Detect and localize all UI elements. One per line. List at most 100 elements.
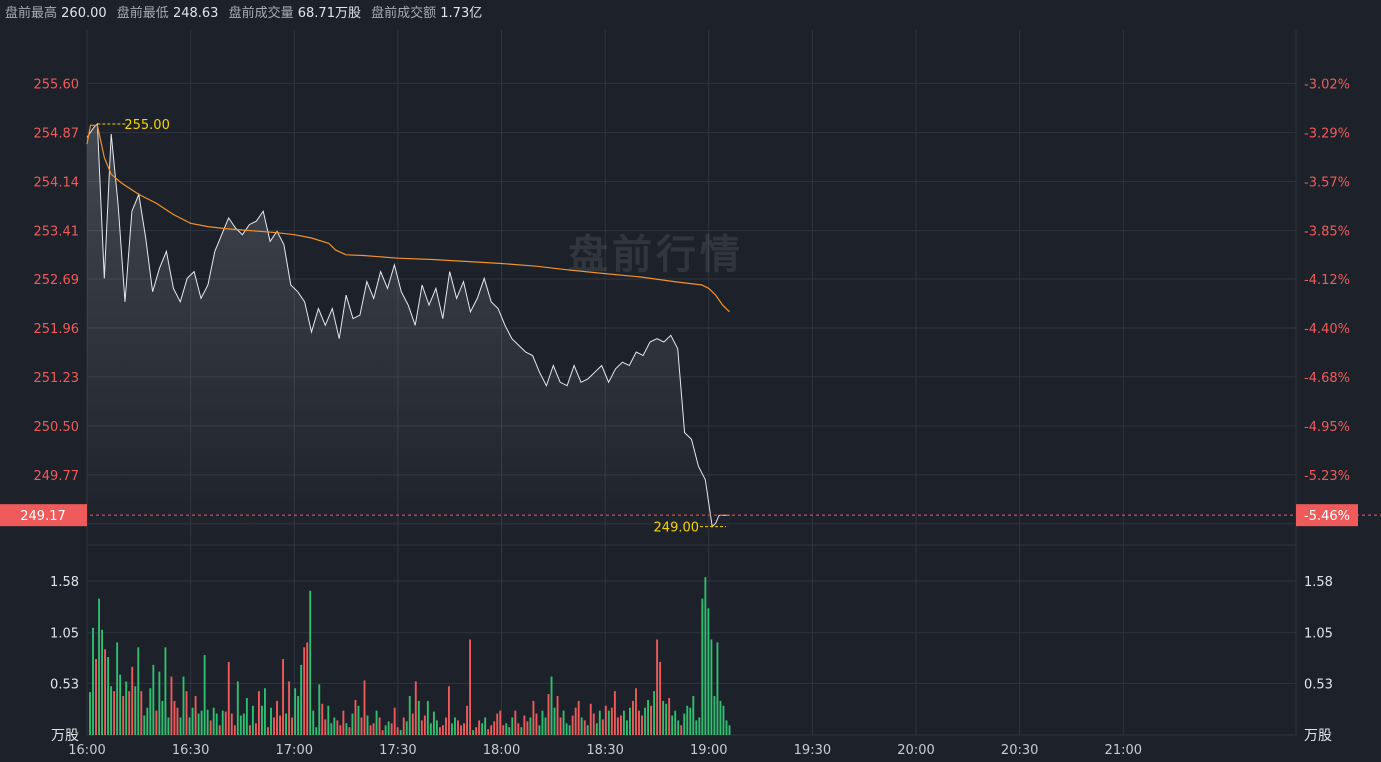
volume-bar xyxy=(369,725,372,735)
volume-bar xyxy=(662,700,665,735)
volume-bar xyxy=(565,723,568,735)
volume-bar xyxy=(348,727,351,735)
current-change-label: -5.46% xyxy=(1304,509,1350,524)
volume-bar xyxy=(619,715,622,735)
volume-bar xyxy=(529,717,532,735)
volume-bar xyxy=(490,725,493,735)
volume-bar xyxy=(535,713,538,735)
volume-bar xyxy=(309,590,312,735)
volume-bar xyxy=(613,691,616,735)
volume-bar xyxy=(248,725,251,735)
volume-bar xyxy=(680,725,683,735)
volume-bar xyxy=(291,717,294,735)
volume-bar xyxy=(321,703,324,735)
volume-value: 68.71万股 xyxy=(297,6,361,21)
volume-bar xyxy=(167,717,170,735)
volume-bar xyxy=(695,720,698,735)
volume-bar xyxy=(95,659,97,735)
volume-bar xyxy=(638,710,640,735)
volume-bar xyxy=(713,696,716,735)
time-tick-label: 19:00 xyxy=(690,743,727,758)
volume-bar xyxy=(692,696,695,735)
high-value: 260.00 xyxy=(61,6,107,21)
change-tick-label: -3.85% xyxy=(1304,225,1350,240)
volume-bar xyxy=(451,723,453,735)
volume-bar xyxy=(158,671,161,735)
volume-bar xyxy=(104,649,107,735)
volume-bar xyxy=(644,707,646,735)
volume-bar xyxy=(306,642,309,735)
volume-bar xyxy=(550,676,553,735)
volume-bar xyxy=(264,688,266,735)
volume-unit-label: 万股 xyxy=(51,728,79,744)
volume-bar xyxy=(393,707,396,735)
volume-bar xyxy=(218,725,221,735)
volume-bar xyxy=(212,707,215,735)
volume-bar xyxy=(493,721,496,735)
volume-bar xyxy=(607,710,610,735)
volume-bar xyxy=(387,721,390,735)
volume-bar xyxy=(200,710,203,735)
volume-bar xyxy=(128,691,131,735)
volume-bar xyxy=(354,699,357,735)
volume-bar xyxy=(478,720,481,735)
volume-bar xyxy=(616,717,619,735)
price-tick-label: 252.69 xyxy=(34,273,80,288)
change-tick-label: -3.57% xyxy=(1304,176,1350,191)
volume-bar xyxy=(345,723,348,735)
volume-bar xyxy=(405,721,408,735)
price-tick-label: 251.23 xyxy=(34,371,80,386)
volume-bar xyxy=(276,700,278,735)
volume-bar xyxy=(668,697,671,735)
price-tick-label: 251.96 xyxy=(34,322,80,337)
volume-bar xyxy=(245,697,248,735)
volume-bar xyxy=(604,705,607,735)
volume-bar xyxy=(710,639,713,735)
volume-bar xyxy=(89,692,91,735)
volume-bar xyxy=(553,707,556,735)
min-marker-label: 249.00 xyxy=(654,521,700,536)
volume-bar xyxy=(113,691,116,735)
change-tick-label: -5.23% xyxy=(1304,469,1350,484)
amount-label: 盘前成交额 xyxy=(371,6,437,21)
volume-bar xyxy=(267,727,269,735)
volume-bar xyxy=(460,725,462,735)
volume-bar xyxy=(297,696,300,735)
volume-bar xyxy=(701,598,704,735)
volume-bar xyxy=(98,598,100,735)
volume-bar xyxy=(363,680,366,735)
volume-bar xyxy=(221,710,224,735)
volume-bar xyxy=(236,681,239,735)
volume-bar xyxy=(571,715,574,735)
volume-bar xyxy=(677,720,680,735)
time-tick-label: 20:30 xyxy=(1001,743,1038,758)
change-tick-label: -3.02% xyxy=(1304,78,1350,93)
price-tick-label: 254.14 xyxy=(34,176,80,191)
volume-bar xyxy=(270,707,272,735)
volume-bar xyxy=(182,676,185,735)
volume-bar xyxy=(580,717,583,735)
volume-bar xyxy=(251,705,254,735)
volume-bar xyxy=(242,713,245,735)
volume-bar xyxy=(441,725,444,735)
volume-bar xyxy=(686,705,689,735)
volume-bar xyxy=(161,700,164,735)
watermark: 盘前行情 xyxy=(568,232,744,278)
price-tick-label: 254.87 xyxy=(34,127,80,142)
volume-bar xyxy=(360,717,363,735)
volume-bar xyxy=(653,691,656,735)
volume-bar xyxy=(191,707,194,735)
volume-bar xyxy=(523,715,526,735)
volume-bar xyxy=(463,723,465,735)
volume-bar xyxy=(472,730,475,735)
current-price-tag xyxy=(0,504,87,527)
volume-bar xyxy=(197,713,200,735)
volume-bar xyxy=(257,691,260,735)
volume-bar xyxy=(110,686,113,735)
volume-bar xyxy=(728,725,731,735)
volume-bar xyxy=(586,725,589,735)
volume-bar xyxy=(378,717,381,735)
price-tick-label: 249.77 xyxy=(34,469,80,484)
volume-tick-label: 0.53 xyxy=(1304,677,1333,692)
